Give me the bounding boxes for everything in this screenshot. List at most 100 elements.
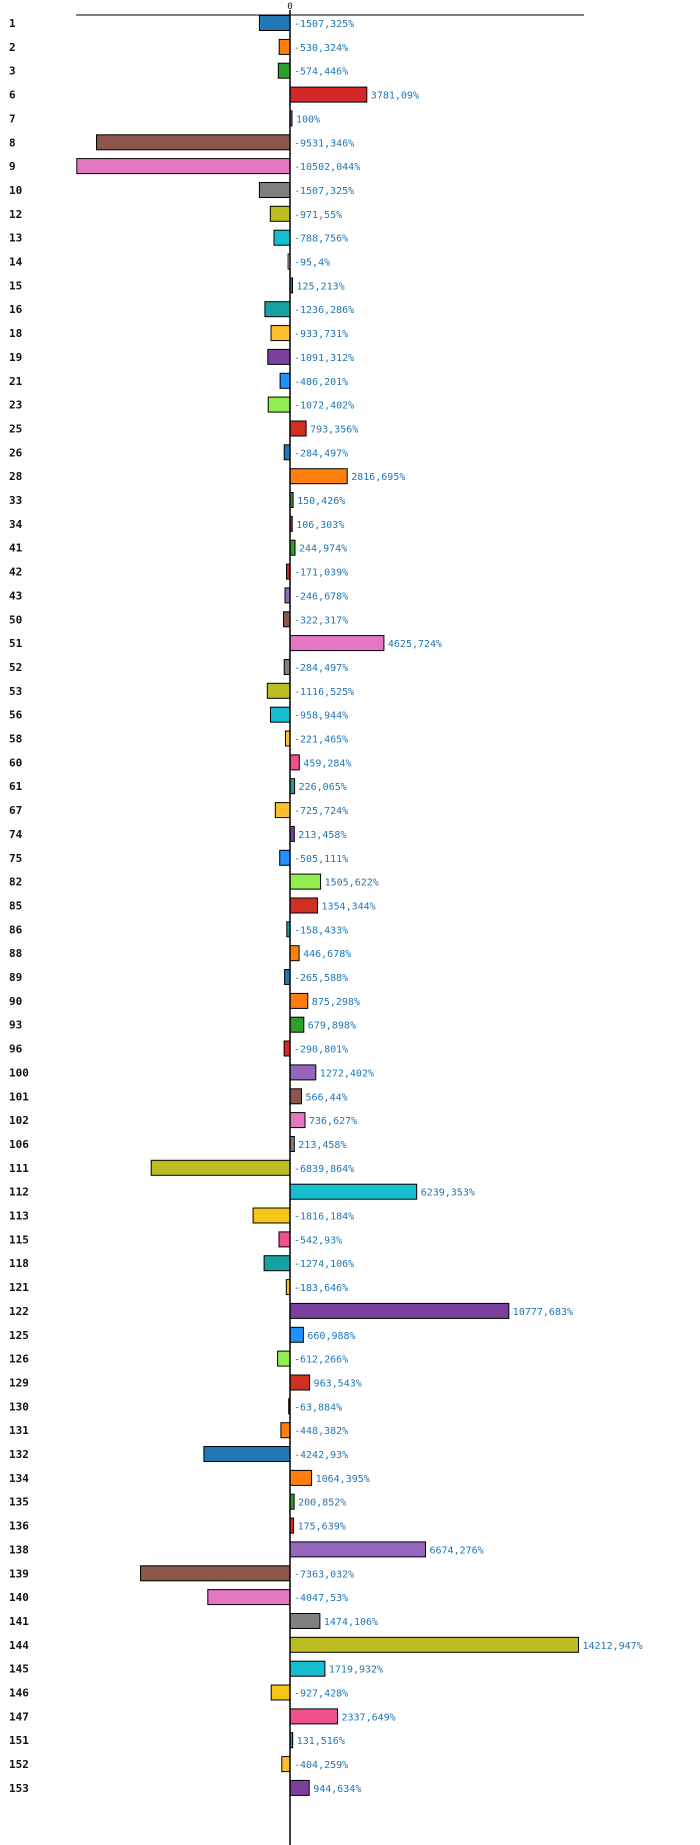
bar-56: [270, 706, 291, 723]
bar-88: [289, 945, 300, 962]
value-label-102: 736,627%: [309, 1116, 357, 1127]
row-label-42: 42: [9, 566, 22, 579]
value-label-138: 6674,276%: [430, 1545, 484, 1556]
bar-101: [289, 1088, 302, 1105]
value-label-96: -290,801%: [294, 1045, 348, 1056]
value-label-85: 1354,344%: [322, 902, 376, 913]
bar-125: [289, 1326, 304, 1343]
value-label-56: -958,944%: [294, 711, 348, 722]
row-label-67: 67: [9, 804, 22, 817]
value-label-25: 793,356%: [310, 425, 358, 436]
value-label-145: 1719,932%: [329, 1665, 383, 1676]
row-label-125: 125: [9, 1329, 29, 1342]
row-label-23: 23: [9, 399, 22, 412]
row-label-21: 21: [9, 375, 23, 388]
value-label-112: 6239,353%: [421, 1188, 475, 1199]
row-label-10: 10: [9, 184, 22, 197]
row-label-2: 2: [9, 41, 16, 54]
value-label-113: -1816,184%: [294, 1212, 354, 1223]
bar-140: [207, 1589, 291, 1606]
bar-122: [289, 1302, 510, 1319]
value-label-2: -530,324%: [294, 43, 348, 54]
row-label-6: 6: [9, 89, 16, 102]
row-labels-group: 1236789101213141516181921232526283334414…: [9, 17, 29, 1795]
row-label-135: 135: [9, 1496, 29, 1509]
row-label-50: 50: [9, 613, 22, 626]
value-label-41: 244,974%: [299, 544, 347, 555]
bar-21: [279, 372, 291, 389]
value-label-21: -486,201%: [294, 377, 348, 388]
bars-group: [76, 15, 579, 1796]
row-label-88: 88: [9, 947, 22, 960]
bar-141: [289, 1613, 321, 1629]
row-label-51: 51: [9, 637, 23, 650]
bar-10: [258, 182, 291, 198]
row-label-102: 102: [9, 1114, 29, 1127]
row-label-14: 14: [9, 256, 23, 269]
bar-3: [277, 62, 291, 79]
value-label-34: 106,303%: [296, 520, 344, 531]
value-label-51: 4625,724%: [388, 639, 442, 650]
value-label-126: -612,266%: [294, 1355, 348, 1366]
bar-113: [252, 1207, 291, 1224]
bar-126: [277, 1350, 291, 1367]
row-label-129: 129: [9, 1377, 29, 1390]
row-label-101: 101: [9, 1090, 29, 1103]
row-label-41: 41: [9, 542, 23, 555]
value-label-118: -1274,106%: [294, 1259, 354, 1270]
value-label-19: -1091,312%: [294, 353, 354, 364]
bar-67: [274, 802, 291, 819]
bar-139: [140, 1565, 291, 1582]
row-label-89: 89: [9, 971, 22, 984]
bar-90: [289, 992, 309, 1009]
row-label-111: 111: [9, 1162, 29, 1175]
value-label-18: -933,731%: [294, 329, 348, 340]
value-label-86: -158,433%: [294, 925, 348, 936]
row-label-93: 93: [9, 1019, 22, 1032]
value-label-130: -63,884%: [294, 1402, 342, 1413]
value-label-67: -725,724%: [294, 806, 348, 817]
row-label-106: 106: [9, 1138, 29, 1151]
bar-82: [289, 873, 322, 890]
bar-144: [289, 1636, 579, 1653]
bar-52: [283, 659, 291, 675]
row-label-60: 60: [9, 756, 22, 769]
row-label-126: 126: [9, 1353, 29, 1366]
bar-100: [289, 1064, 317, 1081]
row-label-16: 16: [9, 303, 23, 316]
value-label-135: 200,852%: [298, 1498, 346, 1509]
value-label-152: -404,259%: [294, 1760, 348, 1771]
row-label-18: 18: [9, 327, 22, 340]
row-label-113: 113: [9, 1210, 29, 1223]
value-label-8: -9531,346%: [294, 138, 354, 149]
value-label-42: -171,039%: [294, 568, 348, 579]
row-label-152: 152: [9, 1758, 29, 1771]
value-label-106: 213,458%: [298, 1140, 346, 1151]
bar-25: [289, 420, 307, 437]
bar-153: [289, 1779, 310, 1796]
bar-2: [278, 38, 291, 55]
value-label-134: 1064,395%: [316, 1474, 370, 1485]
value-label-100: 1272,402%: [320, 1068, 374, 1079]
bar-16: [264, 301, 291, 318]
row-label-144: 144: [9, 1639, 29, 1652]
bar-131: [280, 1422, 291, 1439]
value-label-140: -4047,53%: [294, 1593, 348, 1604]
row-label-153: 153: [9, 1782, 29, 1795]
row-label-145: 145: [9, 1663, 29, 1676]
value-label-139: -7363,032%: [294, 1569, 354, 1580]
value-label-12: -971,55%: [294, 210, 342, 221]
value-label-151: 131,516%: [297, 1736, 345, 1747]
bar-118: [263, 1255, 291, 1272]
row-label-139: 139: [9, 1567, 29, 1580]
bar-12: [269, 205, 291, 222]
bar-6: [289, 86, 368, 103]
value-label-89: -265,588%: [294, 973, 348, 984]
bar-9: [76, 158, 291, 175]
row-label-96: 96: [9, 1043, 23, 1056]
bar-13: [273, 229, 291, 246]
value-label-146: -927,428%: [294, 1689, 348, 1700]
value-label-3: -574,446%: [294, 67, 348, 78]
bar-1: [258, 15, 291, 31]
value-label-82: 1505,622%: [325, 878, 379, 889]
